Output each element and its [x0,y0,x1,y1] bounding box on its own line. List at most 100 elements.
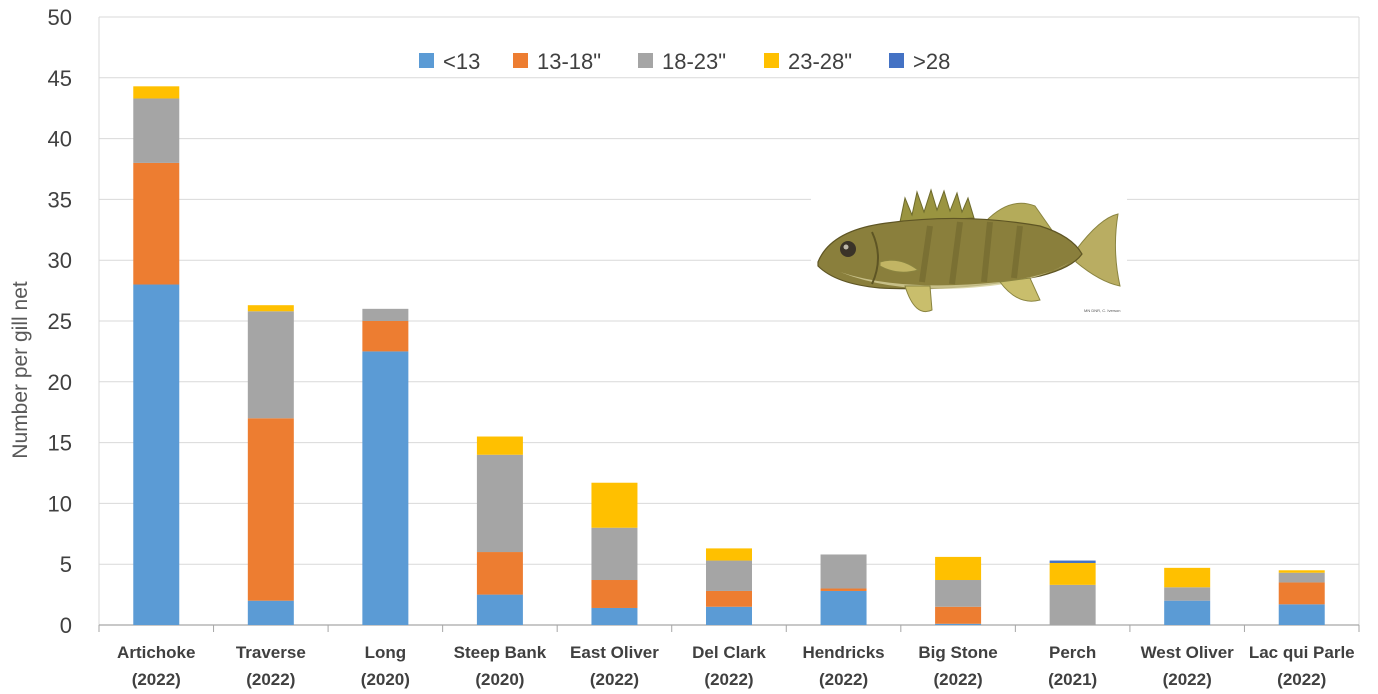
bar-segment [591,482,638,528]
x-tick-label: Steep Bank [454,643,547,662]
legend-label: >28 [913,49,950,74]
bar-segment [591,580,638,608]
bar-segment [133,86,180,99]
y-tick-label: 10 [48,491,72,516]
bar-segment [706,548,752,561]
fish-stripes [919,221,1023,285]
x-tick-label: (2020) [361,670,410,689]
x-tick-label: Hendricks [802,643,884,662]
x-tick-label: (2022) [934,670,983,689]
y-tick-label: 25 [48,309,72,334]
x-tick-label: (2022) [1277,670,1326,689]
bar-segment [476,552,523,595]
bar-segment [820,554,867,589]
fish-caption: MN DNR, C. Iverson [1084,308,1120,313]
bar-segment [591,607,638,625]
bar-segment [820,588,867,591]
bar-segment [1278,572,1325,583]
x-tick-label: Long [365,643,407,662]
y-axis-ticks: 0 5 10 15 20 25 30 35 40 45 50 [48,5,72,638]
bar-segment [1164,600,1211,625]
y-tick-label: 50 [48,5,72,30]
bar-segment [935,606,982,624]
y-tick-label: 0 [60,613,72,638]
y-tick-label: 20 [48,370,72,395]
fish-body [817,217,1083,290]
bar-segment [1278,570,1325,573]
x-tick-label: Perch [1049,643,1096,662]
bar-segment [247,311,294,419]
bar-segment [133,162,180,285]
legend-label: <13 [443,49,480,74]
bar-segment [935,580,982,607]
x-tick-label: (2020) [475,670,524,689]
x-tick-label: (2022) [819,670,868,689]
y-tick-label: 35 [48,187,72,212]
x-tick-label: Lac qui Parle [1249,643,1355,662]
x-tick-label: Del Clark [692,643,766,662]
bar-segment [133,98,180,163]
fish-eye [840,241,856,257]
legend-swatch [638,53,653,68]
legend-swatch [889,53,904,68]
fish-pelvic-fin [904,285,933,312]
bar-segment [706,560,752,591]
legend-label: 13-18" [537,49,601,74]
bar-segment [820,590,867,625]
fish-gill [871,231,879,285]
bar-segment [1164,567,1211,588]
bar-segment [935,623,982,625]
x-tick-label: West Oliver [1141,643,1235,662]
x-tick-label: (2022) [1163,670,1212,689]
legend-swatch [764,53,779,68]
bar-segment [476,436,523,455]
x-tick-label: Big Stone [918,643,997,662]
bar-segment [706,606,752,625]
x-tick-label: (2022) [704,670,753,689]
fish-tail-fin [1075,213,1121,287]
x-tick-label: Artichoke [117,643,195,662]
bar-segment [1049,562,1096,585]
bar-segment [1049,560,1096,563]
x-tick-label: Traverse [236,643,306,662]
bar-segment [1049,584,1096,625]
bar-segment [133,284,180,625]
legend-label: 23-28" [788,49,852,74]
bar-segment [247,418,294,601]
fish-dorsal-fin [899,188,975,223]
fish-eye-highlight [843,244,849,250]
x-tick-label: East Oliver [570,643,659,662]
x-tick-label: (2021) [1048,670,1097,689]
x-axis-labels: Artichoke (2022) Traverse (2022) Long (2020) S… [117,643,1355,689]
bar-segment [476,454,523,553]
x-tick-label: (2022) [132,670,181,689]
bar-segment [247,600,294,625]
y-tick-label: 5 [60,552,72,577]
x-tick-label: (2022) [590,670,639,689]
fish-pectoral-fin [879,259,920,273]
fish-anal-fin [999,277,1041,302]
bar-segment [591,527,638,581]
bar-segment [362,321,409,352]
y-tick-label: 40 [48,127,72,152]
walleye-fish-illustration: MN DNR, C. Iverson [811,188,1127,320]
y-tick-label: 15 [48,431,72,456]
bar-segment [362,308,409,321]
y-tick-label: 45 [48,66,72,91]
legend-label: 18-23" [662,49,726,74]
y-tick-label: 30 [48,248,72,273]
legend-swatch [419,53,434,68]
x-tick-label: (2022) [246,670,295,689]
bar-segment [1278,582,1325,605]
bar-segment [1278,604,1325,625]
bar-segment [1164,587,1211,601]
legend: <13 13-18" 18-23" 23-28" >28 [419,49,950,74]
bars [133,86,1325,625]
bar-segment [706,590,752,607]
bar-segment [476,594,523,625]
y-axis-label: Number per gill net [9,281,32,459]
bar-segment [362,351,409,625]
bar-segment [247,305,294,312]
